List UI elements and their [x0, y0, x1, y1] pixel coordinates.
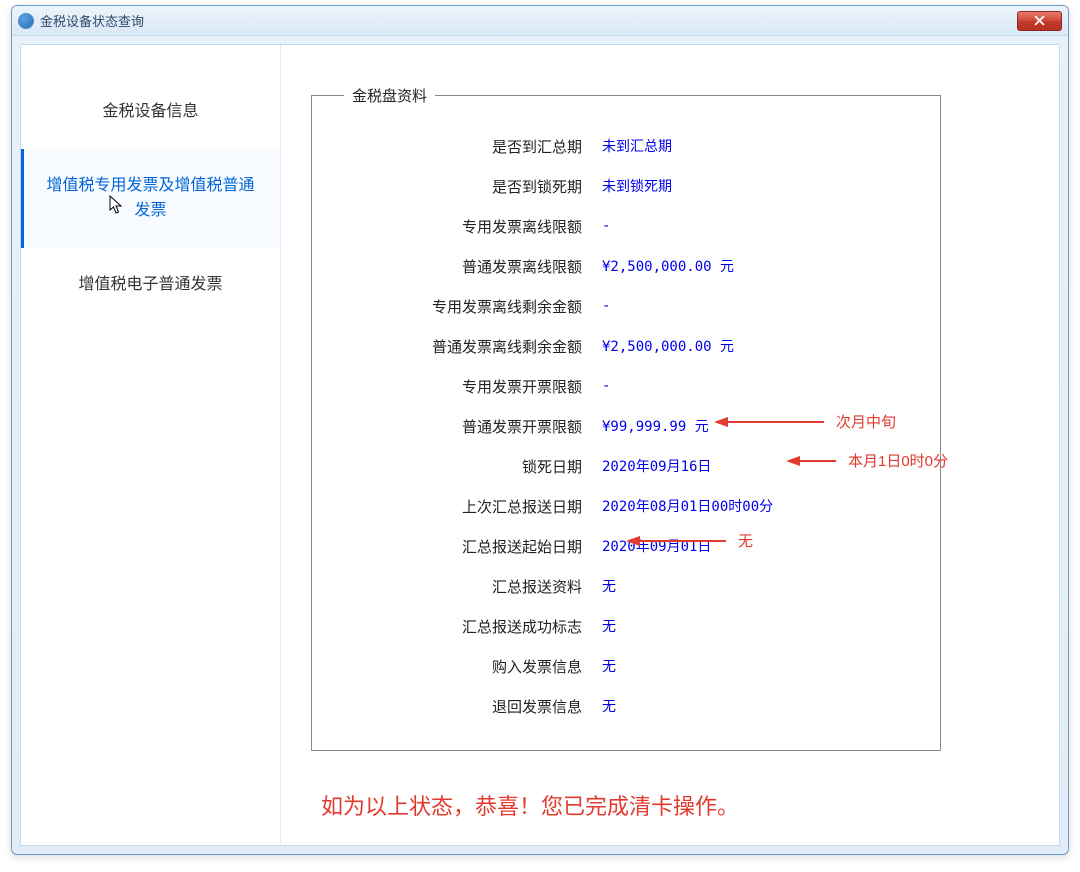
field-label: 汇总报送起始日期: [352, 536, 602, 557]
field-value: 无: [602, 576, 900, 596]
row-purchase-invoice-info: 购入发票信息 无: [352, 646, 900, 686]
titlebar: 金税设备状态查询: [12, 6, 1068, 36]
app-window: 金税设备状态查询 金税设备信息 增值税专用发票及增值税普通发票 增值税电子普通发…: [11, 5, 1069, 855]
row-summary-period: 是否到汇总期 未到汇总期: [352, 126, 900, 166]
row-special-offline-limit: 专用发票离线限额 -: [352, 206, 900, 246]
annotation-text: 次月中旬: [836, 411, 896, 432]
row-report-data: 汇总报送资料 无: [352, 566, 900, 606]
field-label: 普通发票离线限额: [352, 256, 602, 277]
field-value: 无: [602, 696, 900, 716]
field-label: 是否到锁死期: [352, 176, 602, 197]
field-value: ¥2,500,000.00 元: [602, 336, 900, 356]
field-value: 未到汇总期: [602, 136, 900, 156]
field-label: 上次汇总报送日期: [352, 496, 602, 517]
row-report-success-flag: 汇总报送成功标志 无: [352, 606, 900, 646]
field-label: 汇总报送成功标志: [352, 616, 602, 637]
row-general-offline-limit: 普通发票离线限额 ¥2,500,000.00 元: [352, 246, 900, 286]
success-message: 如为以上状态，恭喜！您已完成清卡操作。: [321, 789, 1029, 821]
content-area: 金税盘资料 是否到汇总期 未到汇总期 是否到锁死期 未到锁死期 专用发票离线限额…: [281, 45, 1059, 845]
field-value: -: [602, 218, 900, 234]
field-label: 普通发票离线剩余金额: [352, 336, 602, 357]
field-value: 无: [602, 616, 900, 636]
field-value: 无: [602, 656, 900, 676]
row-special-offline-remaining: 专用发票离线剩余金额 -: [352, 286, 900, 326]
field-value: 2020年08月01日00时00分: [602, 496, 900, 516]
field-value: -: [602, 298, 900, 314]
row-special-issue-limit: 专用发票开票限额 -: [352, 366, 900, 406]
arrow-icon: [714, 416, 824, 428]
row-lock-period: 是否到锁死期 未到锁死期: [352, 166, 900, 206]
sidebar-item-e-invoice[interactable]: 增值税电子普通发票: [21, 248, 280, 322]
sidebar-item-label: 增值税专用发票及增值税普通发票: [46, 177, 254, 220]
row-general-offline-remaining: 普通发票离线剩余金额 ¥2,500,000.00 元: [352, 326, 900, 366]
arrow-icon: [626, 535, 726, 547]
field-label: 购入发票信息: [352, 656, 602, 677]
fieldset-legend: 金税盘资料: [344, 85, 435, 106]
close-icon: [1034, 15, 1045, 26]
field-label: 专用发票开票限额: [352, 376, 602, 397]
field-label: 专用发票离线剩余金额: [352, 296, 602, 317]
field-label: 退回发票信息: [352, 696, 602, 717]
app-icon: [18, 13, 34, 29]
field-label: 汇总报送资料: [352, 576, 602, 597]
close-button[interactable]: [1017, 11, 1062, 31]
sidebar-item-label: 金税设备信息: [102, 103, 198, 120]
window-body: 金税设备信息 增值税专用发票及增值税普通发票 增值税电子普通发票 金税盘资料 是…: [20, 44, 1060, 846]
field-label: 是否到汇总期: [352, 136, 602, 157]
field-value: -: [602, 378, 900, 394]
field-value: 未到锁死期: [602, 176, 900, 196]
annotation-text: 无: [738, 530, 753, 551]
row-return-invoice-info: 退回发票信息 无: [352, 686, 900, 726]
annotation-lock-date: 次月中旬: [714, 411, 896, 432]
window-title: 金税设备状态查询: [40, 11, 1017, 30]
sidebar: 金税设备信息 增值税专用发票及增值税普通发票 增值税电子普通发票: [21, 45, 281, 845]
arrow-icon: [786, 455, 836, 467]
field-label: 专用发票离线限额: [352, 216, 602, 237]
sidebar-item-vat-invoice[interactable]: 增值税专用发票及增值税普通发票: [21, 149, 280, 248]
sidebar-item-device-info[interactable]: 金税设备信息: [21, 75, 280, 149]
row-last-report-date: 上次汇总报送日期 2020年08月01日00时00分: [352, 486, 900, 526]
sidebar-item-label: 增值税电子普通发票: [78, 276, 222, 293]
annotation-last-report: 本月1日0时0分: [786, 450, 948, 471]
field-value: ¥2,500,000.00 元: [602, 256, 900, 276]
cursor-icon: [109, 195, 125, 215]
field-label: 锁死日期: [352, 456, 602, 477]
field-label: 普通发票开票限额: [352, 416, 602, 437]
annotation-report-data: 无: [626, 530, 753, 551]
annotation-text: 本月1日0时0分: [848, 450, 948, 471]
